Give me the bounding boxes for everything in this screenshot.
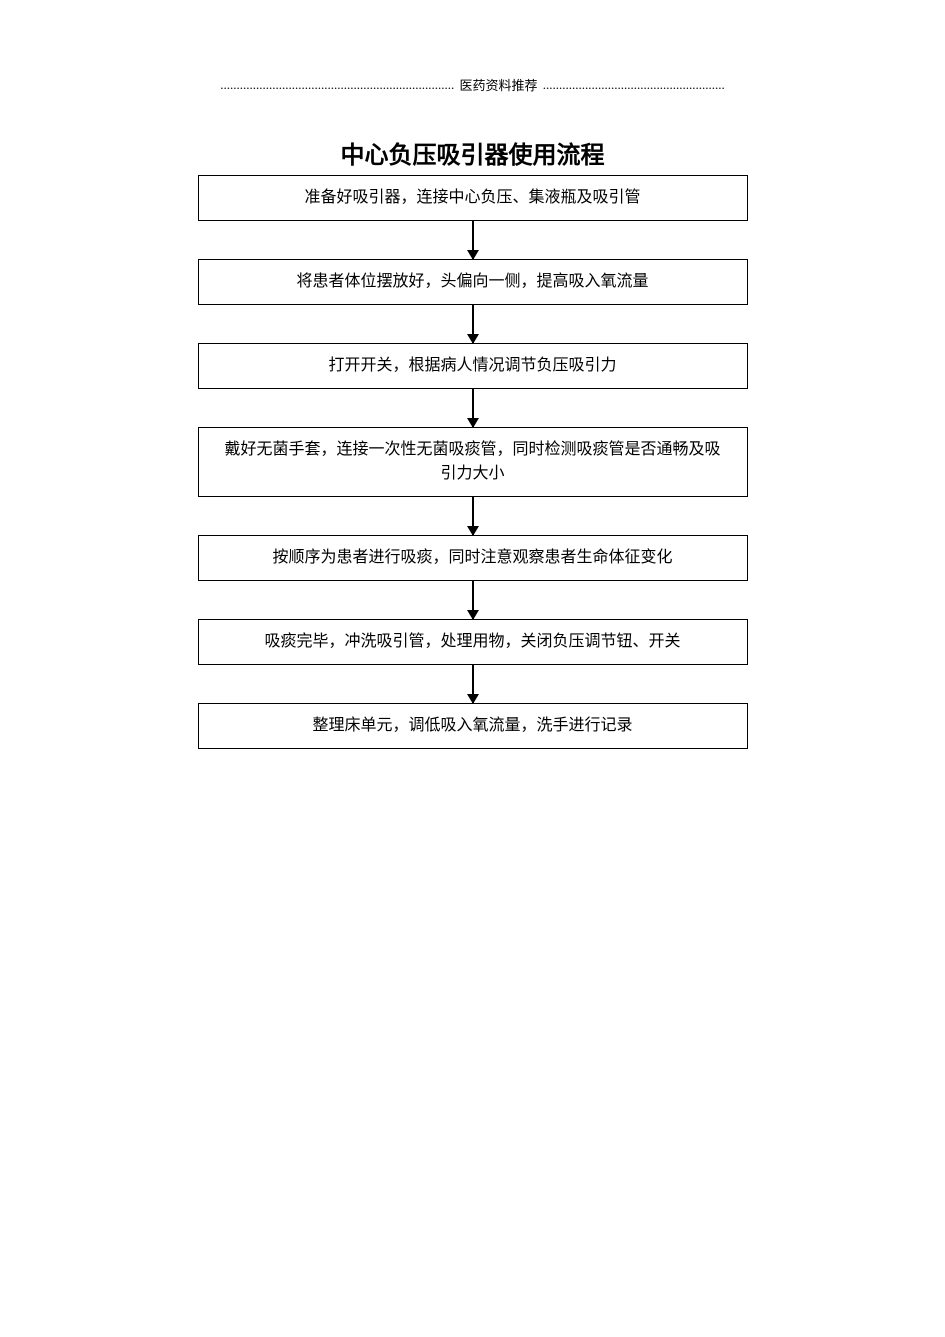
flow-arrow (472, 221, 474, 259)
header-divider: ........................................… (0, 75, 945, 94)
flow-step-2: 将患者体位摆放好，头偏向一侧，提高吸入氧流量 (198, 259, 748, 305)
header-dots-left: ........................................… (220, 77, 454, 93)
flow-arrow (472, 305, 474, 343)
header-label: 医药资料推荐 (457, 75, 539, 94)
flow-step-6: 吸痰完毕，冲洗吸引管，处理用物，关闭负压调节钮、开关 (198, 619, 748, 665)
flow-step-3: 打开开关，根据病人情况调节负压吸引力 (198, 343, 748, 389)
flow-arrow (472, 665, 474, 703)
page-title: 中心负压吸引器使用流程 (0, 135, 945, 170)
flow-arrow (472, 581, 474, 619)
header-dots-right: ........................................… (543, 77, 725, 93)
flowchart-container: 准备好吸引器，连接中心负压、集液瓶及吸引管 将患者体位摆放好，头偏向一侧，提高吸… (0, 175, 945, 749)
flow-step-5: 按顺序为患者进行吸痰，同时注意观察患者生命体征变化 (198, 535, 748, 581)
flow-step-4: 戴好无菌手套，连接一次性无菌吸痰管，同时检测吸痰管是否通畅及吸引力大小 (198, 427, 748, 497)
flow-step-7: 整理床单元，调低吸入氧流量，洗手进行记录 (198, 703, 748, 749)
flow-step-1: 准备好吸引器，连接中心负压、集液瓶及吸引管 (198, 175, 748, 221)
flow-arrow (472, 497, 474, 535)
footer-marks (0, 1257, 945, 1277)
flow-arrow (472, 389, 474, 427)
